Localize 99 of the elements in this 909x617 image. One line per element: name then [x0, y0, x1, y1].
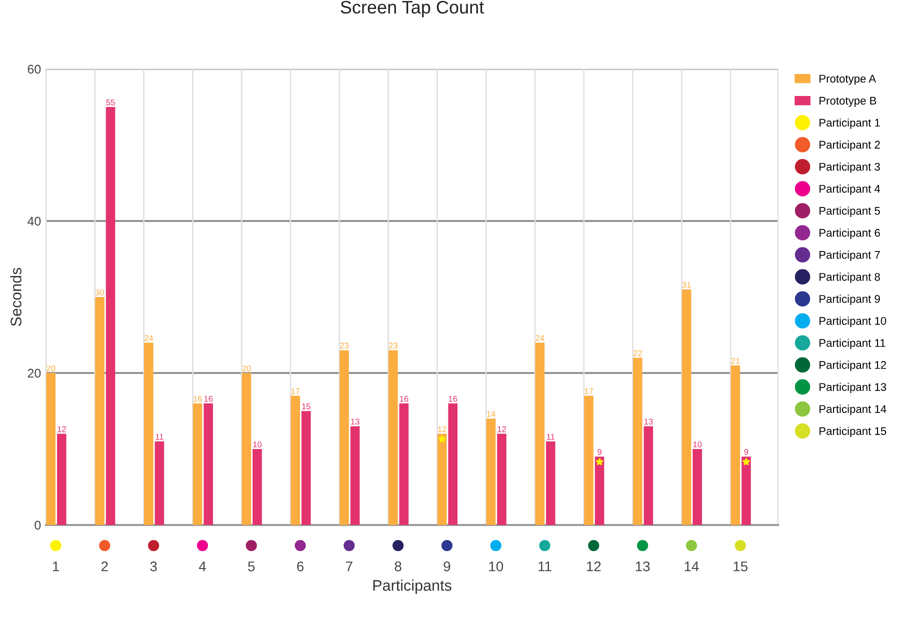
data-label: 20	[242, 365, 251, 372]
data-label: 17	[291, 388, 300, 394]
legend-label: Participant 4	[820, 184, 880, 195]
bar	[535, 342, 545, 525]
data-label: 55	[106, 100, 115, 106]
data-label: 24	[536, 335, 544, 341]
bar	[242, 373, 252, 525]
bar	[144, 342, 154, 525]
data-label: 11	[546, 434, 555, 440]
bar	[692, 449, 702, 525]
data-label: 23	[388, 342, 398, 349]
chart-title: Screen Tap Count	[340, 0, 484, 18]
data-label: 23	[340, 342, 349, 349]
data-label: 16	[448, 396, 458, 402]
x-tick-label: 13	[636, 561, 650, 572]
bar	[290, 396, 300, 525]
data-label: 16	[400, 396, 408, 402]
bar	[730, 365, 740, 525]
legend-label: Participant 7	[820, 250, 880, 261]
data-label: 30	[95, 289, 104, 296]
data-label: 12	[438, 426, 446, 432]
data-label: 24	[144, 335, 154, 341]
x-tick-label: 2	[102, 561, 108, 572]
data-label: 10	[693, 441, 702, 448]
bar	[46, 373, 56, 525]
legend-label: Participant 11	[820, 338, 886, 350]
x-tick-label: 6	[297, 561, 304, 572]
bar	[437, 434, 447, 525]
x-tick-label: 15	[734, 562, 748, 572]
legend-label: Participant 14	[820, 404, 886, 416]
data-label: 10	[253, 441, 262, 448]
data-label: 13	[644, 418, 653, 425]
bar	[95, 297, 104, 525]
bar	[742, 456, 751, 525]
x-tick-label: 1	[52, 562, 59, 572]
x-tick-label: 9	[444, 561, 450, 572]
bar	[486, 418, 496, 525]
data-label: 12	[498, 426, 506, 432]
data-label: 31	[682, 282, 691, 288]
bar	[192, 403, 202, 525]
x-tick-label: 8	[394, 561, 402, 572]
bar	[633, 358, 642, 525]
data-label: 16	[194, 396, 202, 402]
bar	[584, 396, 594, 525]
data-label: 22	[633, 350, 642, 356]
bar	[252, 449, 262, 525]
y-tick-label: 0	[34, 520, 41, 530]
x-tick-label: 11	[538, 562, 552, 572]
x-tick-label: 7	[346, 562, 352, 572]
legend-label: Participant 10	[820, 316, 886, 328]
bar	[682, 289, 692, 525]
bar	[57, 434, 66, 525]
y-tick-label: 20	[28, 368, 41, 378]
data-label: 11	[156, 434, 164, 440]
legend-label: Participant 6	[820, 228, 880, 239]
legend-label: Participant 15	[820, 426, 886, 438]
data-label: 17	[584, 388, 593, 394]
data-label: 13	[351, 418, 360, 425]
bar	[106, 107, 116, 525]
bar	[301, 411, 311, 525]
data-label: 14	[486, 411, 496, 417]
legend-label: Participant 3	[820, 162, 880, 173]
bar	[350, 426, 360, 525]
x-tick-label: 3	[150, 561, 157, 572]
legend-label: Participant 9	[820, 294, 880, 306]
bar	[448, 403, 458, 525]
data-label: 12	[58, 426, 66, 432]
y-tick-label: 60	[28, 64, 41, 74]
x-axis-title: Participants	[373, 580, 452, 594]
legend-label: Participant 12	[820, 360, 886, 372]
y-tick-label: 40	[28, 216, 41, 226]
x-tick-label: 12	[586, 561, 601, 572]
data-label: 21	[731, 358, 740, 364]
legend-label: Participant 1	[820, 118, 880, 129]
bar	[388, 350, 398, 525]
bar	[594, 456, 604, 525]
bar	[154, 441, 164, 525]
data-label: 16	[204, 396, 213, 402]
legend-label: Participant 5	[820, 206, 880, 217]
bar	[340, 350, 349, 525]
data-label: 9	[598, 449, 602, 455]
data-label: 15	[302, 404, 310, 410]
x-tick-label: 14	[684, 562, 699, 572]
x-tick-label: 4	[198, 562, 206, 572]
bar	[546, 441, 556, 525]
bar	[204, 403, 213, 525]
x-tick-label: 5	[248, 562, 255, 572]
legend-label: Participant 13	[820, 382, 886, 394]
data-label: 20	[46, 365, 56, 372]
bar	[644, 426, 654, 525]
data-label: 9	[744, 449, 748, 455]
legend-label: Participant 8	[820, 272, 880, 284]
bar	[497, 434, 506, 525]
x-tick-label: 10	[489, 561, 504, 572]
y-axis-title: Seconds	[10, 268, 22, 326]
bar	[399, 403, 409, 525]
legend-label: Participant 2	[820, 140, 880, 151]
legend-label: Prototype A	[820, 74, 876, 85]
legend-label: Prototype B	[820, 96, 876, 107]
